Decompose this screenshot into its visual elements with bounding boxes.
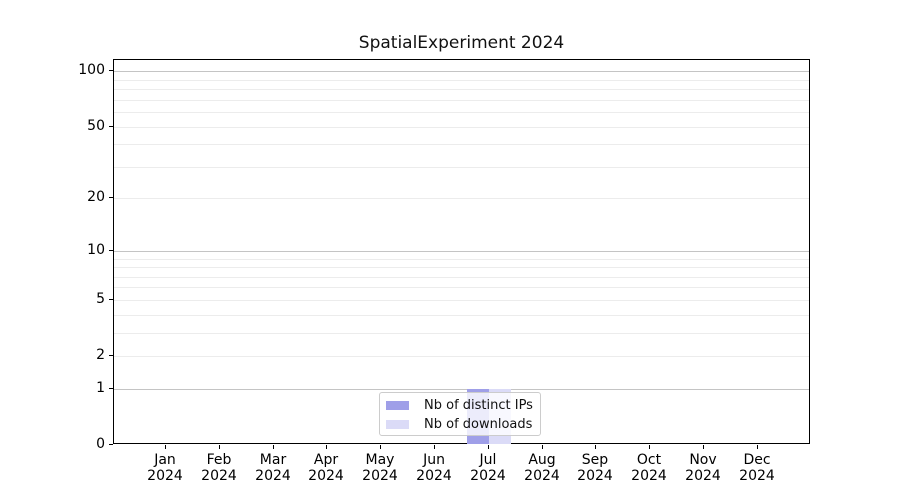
plot-area: [113, 59, 810, 444]
x-tick-label: Aug 2024: [524, 452, 560, 484]
y-tick-label: 1: [96, 380, 105, 396]
x-tick-mark: [757, 445, 758, 449]
minor-gridline: [114, 333, 809, 334]
x-tick-label: Oct 2024: [631, 452, 667, 484]
legend-item-label: Nb of downloads: [424, 417, 533, 432]
minor-gridline: [114, 267, 809, 268]
legend-item: Nb of downloads: [386, 415, 532, 434]
x-tick-label: Jul 2024: [470, 452, 506, 484]
x-tick-label: Jun 2024: [416, 452, 452, 484]
major-gridline: [114, 389, 809, 390]
minor-gridline: [114, 198, 809, 199]
y-tick-mark: [109, 70, 113, 71]
minor-gridline: [114, 315, 809, 316]
legend: Nb of distinct IPs Nb of downloads: [379, 392, 541, 436]
x-tick-mark: [649, 445, 650, 449]
minor-gridline: [114, 100, 809, 101]
minor-gridline: [114, 80, 809, 81]
minor-gridline: [114, 356, 809, 357]
legend-swatch: [386, 401, 409, 410]
minor-gridline: [114, 287, 809, 288]
major-gridline: [114, 251, 809, 252]
minor-gridline: [114, 300, 809, 301]
x-tick-label: Feb 2024: [201, 452, 237, 484]
y-tick-label: 0: [96, 436, 105, 452]
x-tick-mark: [703, 445, 704, 449]
minor-gridline: [114, 167, 809, 168]
x-tick-mark: [219, 445, 220, 449]
y-tick-mark: [109, 126, 113, 127]
y-tick-mark: [109, 197, 113, 198]
y-tick-mark: [109, 444, 113, 445]
minor-gridline: [114, 127, 809, 128]
y-tick-mark: [109, 388, 113, 389]
x-tick-label: Dec 2024: [739, 452, 775, 484]
minor-gridline: [114, 89, 809, 90]
y-tick-label: 5: [96, 291, 105, 307]
x-tick-label: Sep 2024: [577, 452, 613, 484]
x-tick-mark: [434, 445, 435, 449]
major-gridline: [114, 71, 809, 72]
chart-title: SpatialExperiment 2024: [358, 33, 565, 53]
minor-gridline: [114, 277, 809, 278]
legend-item: Nb of distinct IPs: [386, 396, 533, 415]
x-tick-mark: [273, 445, 274, 449]
x-tick-mark: [595, 445, 596, 449]
minor-gridline: [114, 259, 809, 260]
x-tick-label: Jan 2024: [147, 452, 183, 484]
y-tick-label: 20: [87, 189, 105, 205]
y-tick-label: 10: [87, 242, 105, 258]
y-tick-mark: [109, 299, 113, 300]
x-tick-mark: [380, 445, 381, 449]
x-tick-label: May 2024: [362, 452, 398, 484]
x-tick-mark: [542, 445, 543, 449]
y-tick-label: 100: [78, 62, 105, 78]
minor-gridline: [114, 112, 809, 113]
x-tick-mark: [165, 445, 166, 449]
legend-item-label: Nb of distinct IPs: [424, 398, 533, 413]
y-tick-label: 50: [87, 118, 105, 134]
x-tick-label: Nov 2024: [685, 452, 721, 484]
y-tick-mark: [109, 355, 113, 356]
x-tick-mark: [326, 445, 327, 449]
minor-gridline: [114, 144, 809, 145]
x-tick-label: Mar 2024: [255, 452, 291, 484]
legend-swatch: [386, 420, 409, 429]
y-tick-label: 2: [96, 347, 105, 363]
x-tick-mark: [488, 445, 489, 449]
x-tick-label: Apr 2024: [308, 452, 344, 484]
y-tick-mark: [109, 250, 113, 251]
